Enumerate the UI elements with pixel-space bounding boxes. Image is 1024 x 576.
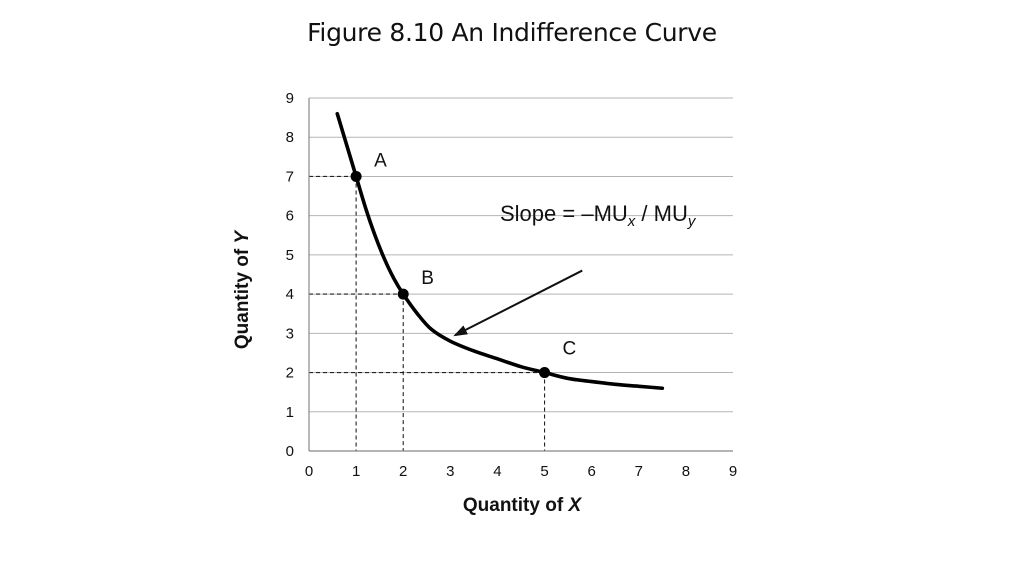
x-tick-label: 6: [587, 463, 595, 480]
x-tick-label: 1: [352, 463, 360, 480]
tick-labels: 0 1 2 3 4 5 6 7 8 9 0 1 2 3 4 5 6 7 8 9: [286, 90, 738, 480]
y-tick-label: 2: [286, 365, 294, 382]
point-A: [350, 170, 362, 182]
y-tick-label: 1: [286, 404, 294, 421]
y-tick-label: 4: [286, 286, 294, 303]
grid-lines: [309, 97, 733, 413]
curve-layer: [335, 111, 665, 391]
x-tick-label: 5: [540, 463, 548, 480]
x-tick-label: 8: [682, 463, 690, 480]
point-label-A: A: [374, 150, 387, 171]
indifference-curve: [335, 111, 665, 391]
point-label-B: B: [421, 268, 434, 289]
x-tick-label: 4: [493, 463, 501, 480]
x-axis-title: Quantity of X: [463, 495, 583, 516]
y-tick-label: 5: [286, 247, 294, 264]
y-tick-label: 8: [286, 129, 294, 146]
dashed-guides: [309, 175, 546, 451]
x-tick-label: 3: [446, 463, 454, 480]
x-tick-label: 0: [305, 463, 313, 480]
y-tick-label: 7: [286, 168, 294, 185]
x-tick-label: 2: [399, 463, 407, 480]
axes: [308, 98, 733, 452]
slope-label: Slope = –MUx / MUy: [500, 201, 697, 230]
y-axis-title: Quantity of Y: [232, 229, 253, 350]
point-B: [397, 288, 409, 300]
x-tick-label: 7: [635, 463, 643, 480]
y-tick-label: 6: [286, 208, 294, 225]
slope-arrow: [453, 269, 583, 337]
point-C: [539, 367, 551, 379]
y-tick-label: 0: [286, 443, 294, 460]
point-label-C: C: [563, 339, 577, 360]
slope-annotation: Slope = –MUx / MUy: [453, 201, 697, 337]
data-points: A B C: [350, 150, 577, 379]
y-tick-label: 9: [286, 90, 294, 107]
y-tick-label: 3: [286, 325, 294, 342]
page-title: Figure 8.10 An Indifference Curve: [307, 18, 717, 47]
x-tick-label: 9: [729, 463, 737, 480]
